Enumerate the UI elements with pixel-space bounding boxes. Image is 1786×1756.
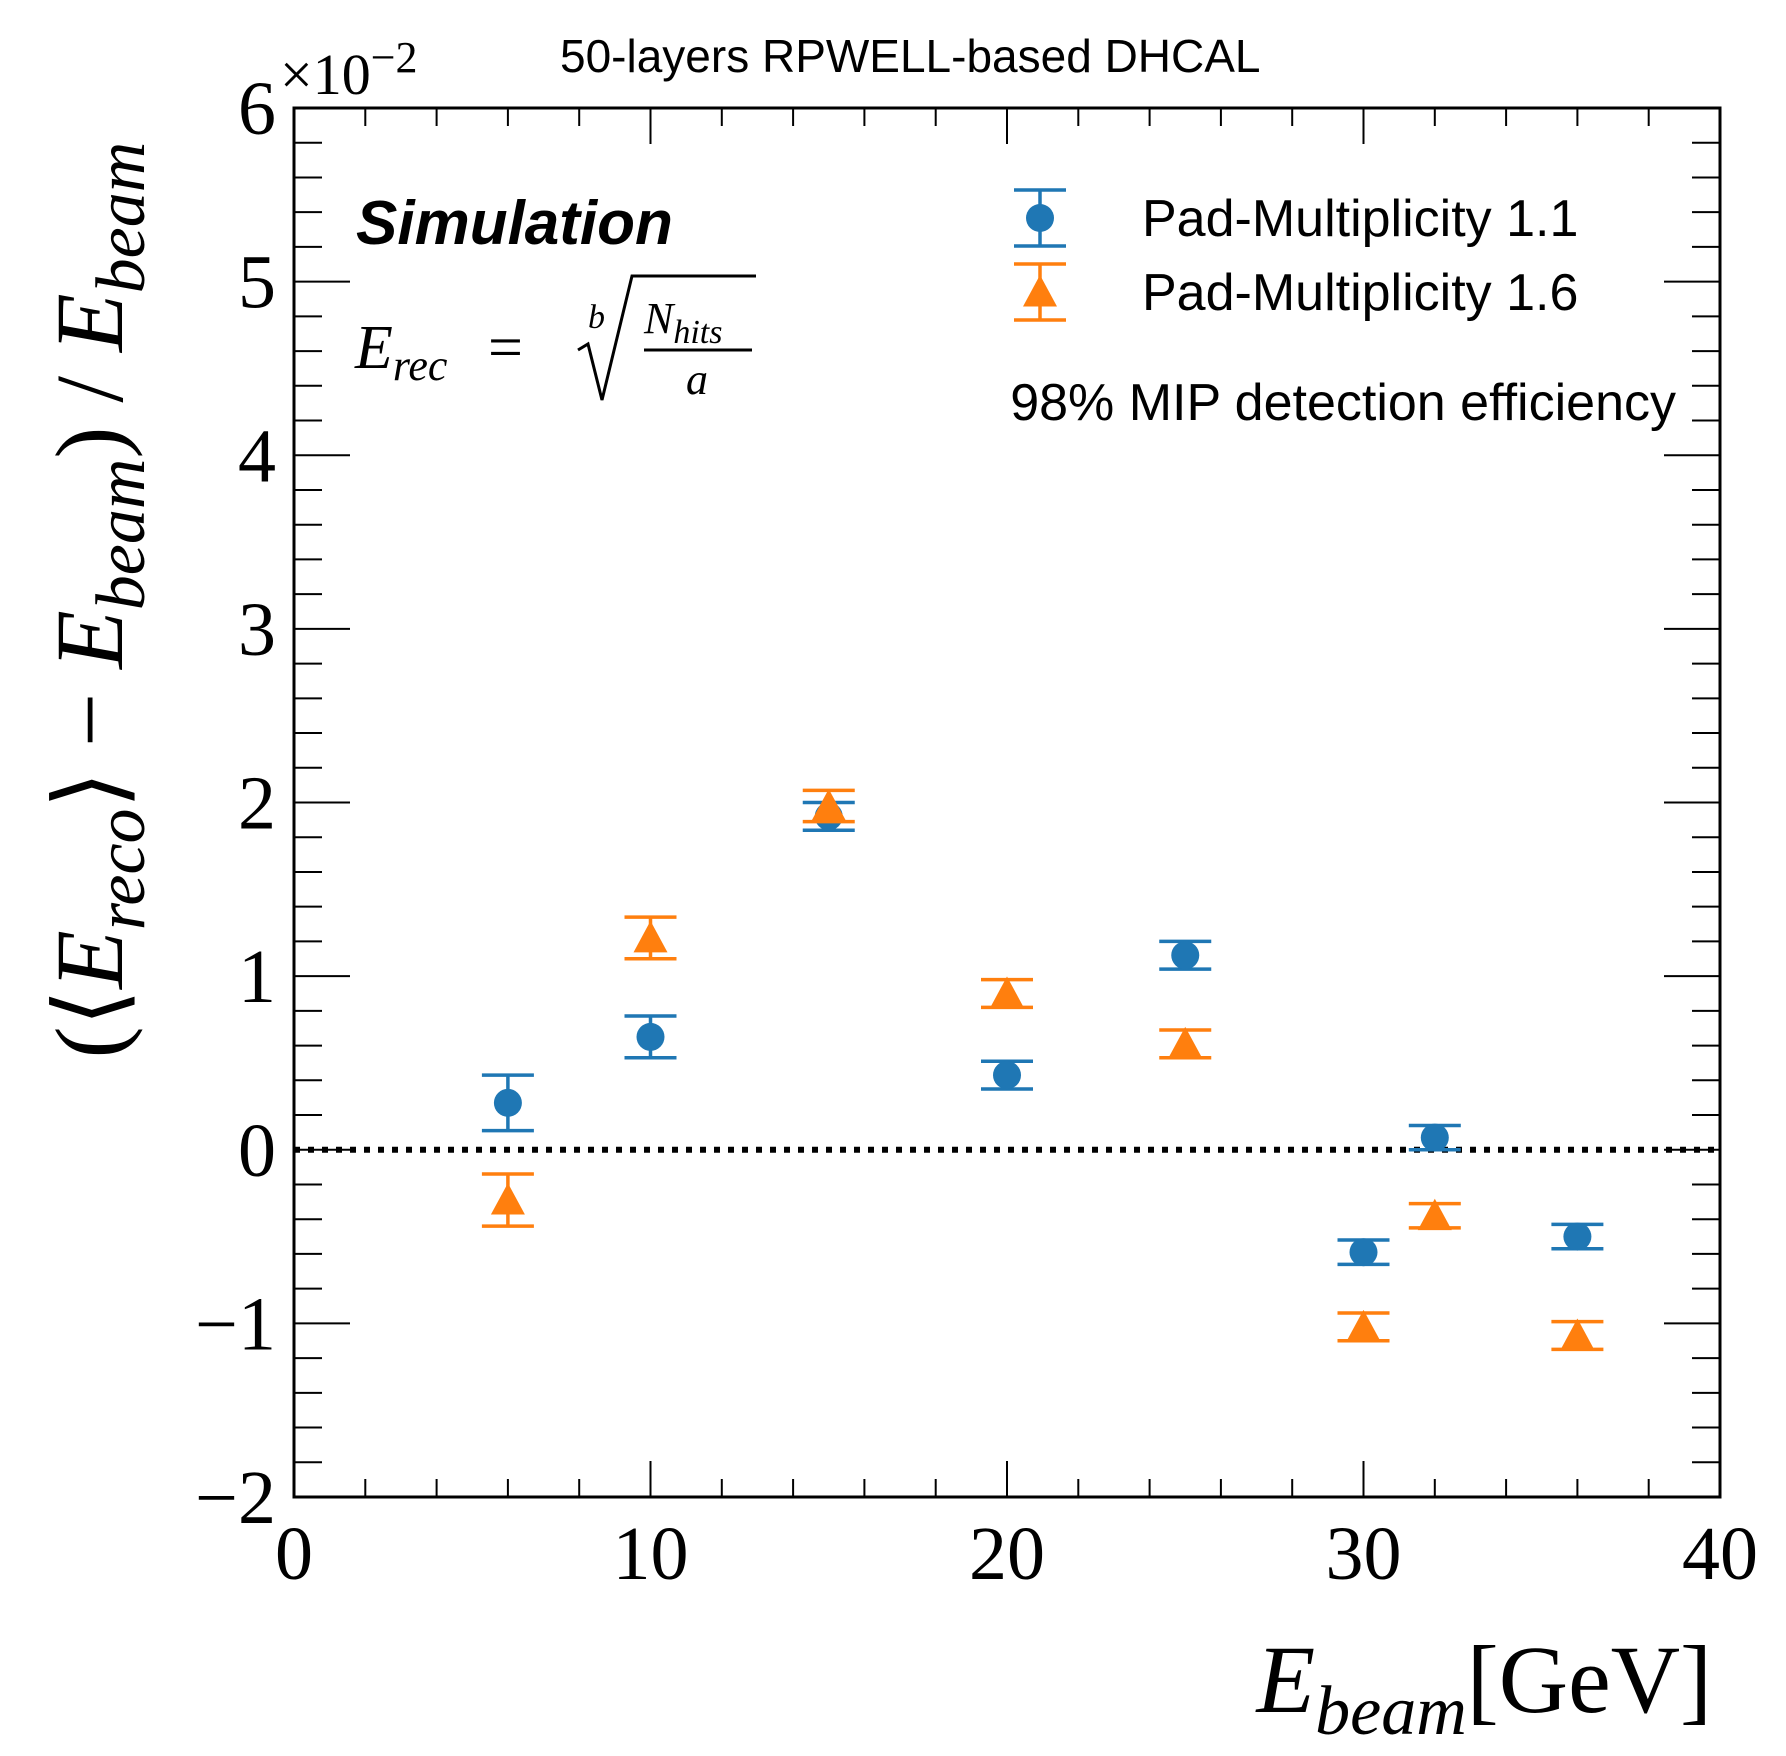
simulation-label: Simulation (356, 189, 673, 258)
y-tick-label: 3 (238, 588, 276, 672)
series-2 (481, 788, 1604, 1352)
formula-lhs: Erec (354, 314, 448, 390)
y-tick-label: 5 (238, 241, 276, 325)
data-point-circle (636, 1022, 665, 1051)
plot-frame (292, 106, 1722, 1499)
y-tick-label: 2 (238, 762, 276, 846)
data-point-circle (1349, 1238, 1378, 1267)
series-layer (481, 788, 1604, 1352)
y-axis-label: (⟨Ereco⟩ − Ebeam) / Ebeam (36, 142, 160, 1059)
data-point-triangle (1168, 1026, 1203, 1059)
data-point-triangle (1417, 1198, 1452, 1231)
y-tick-label: 0 (238, 1109, 276, 1193)
y-tick-label: 1 (238, 935, 276, 1019)
x-tick-label: 0 (275, 1512, 313, 1596)
radical-sign (577, 274, 756, 401)
data-point-triangle (990, 976, 1024, 1008)
data-point-circle (1420, 1123, 1449, 1152)
x-tick-label: 10 (613, 1512, 689, 1596)
formula-annotation: Erec = b Nhits a (354, 274, 756, 404)
data-point-circle (493, 1088, 522, 1117)
y-tick-label: 6 (238, 67, 276, 151)
tick-labels: 0 10 20 30 40 −2 −1 0 1 2 3 4 5 6 (195, 67, 1758, 1596)
x-tick-label: 20 (969, 1512, 1045, 1596)
x-tick-label: 40 (1682, 1512, 1758, 1596)
legend-marker (1026, 204, 1054, 232)
y-tick-label: 4 (238, 414, 276, 498)
efficiency-annotation: 98% MIP detection efficiency (1010, 374, 1676, 432)
series-1 (481, 800, 1604, 1267)
data-point-triangle (633, 920, 668, 953)
legend-marker (1023, 275, 1057, 307)
x-axis-label: Ebeam[GeV] (1255, 1626, 1712, 1750)
data-point-triangle (490, 1183, 525, 1215)
data-point-triangle (1346, 1309, 1381, 1342)
data-point-circle (1171, 941, 1200, 970)
formula-equals: = (488, 314, 523, 382)
data-point-circle (993, 1061, 1021, 1090)
y-tick-label: −2 (195, 1456, 276, 1540)
formula-denominator: a (686, 355, 708, 404)
formula-numerator: Nhits (643, 294, 722, 351)
legend: Pad-Multiplicity 1.1 Pad-Multiplicity 1.6 (1014, 188, 1578, 322)
data-point-triangle (811, 788, 846, 821)
y-scale-multiplier: ×10−2 (280, 33, 418, 107)
legend-label: Pad-Multiplicity 1.1 (1142, 190, 1578, 248)
data-point-triangle (1560, 1318, 1595, 1350)
chart-title: 50-layers RPWELL-based DHCAL (560, 30, 1261, 82)
legend-label: Pad-Multiplicity 1.6 (1142, 264, 1578, 322)
y-tick-label: −1 (195, 1282, 276, 1366)
data-point-circle (1563, 1222, 1592, 1251)
formula-root-index: b (588, 299, 605, 336)
x-tick-label: 30 (1326, 1512, 1402, 1596)
